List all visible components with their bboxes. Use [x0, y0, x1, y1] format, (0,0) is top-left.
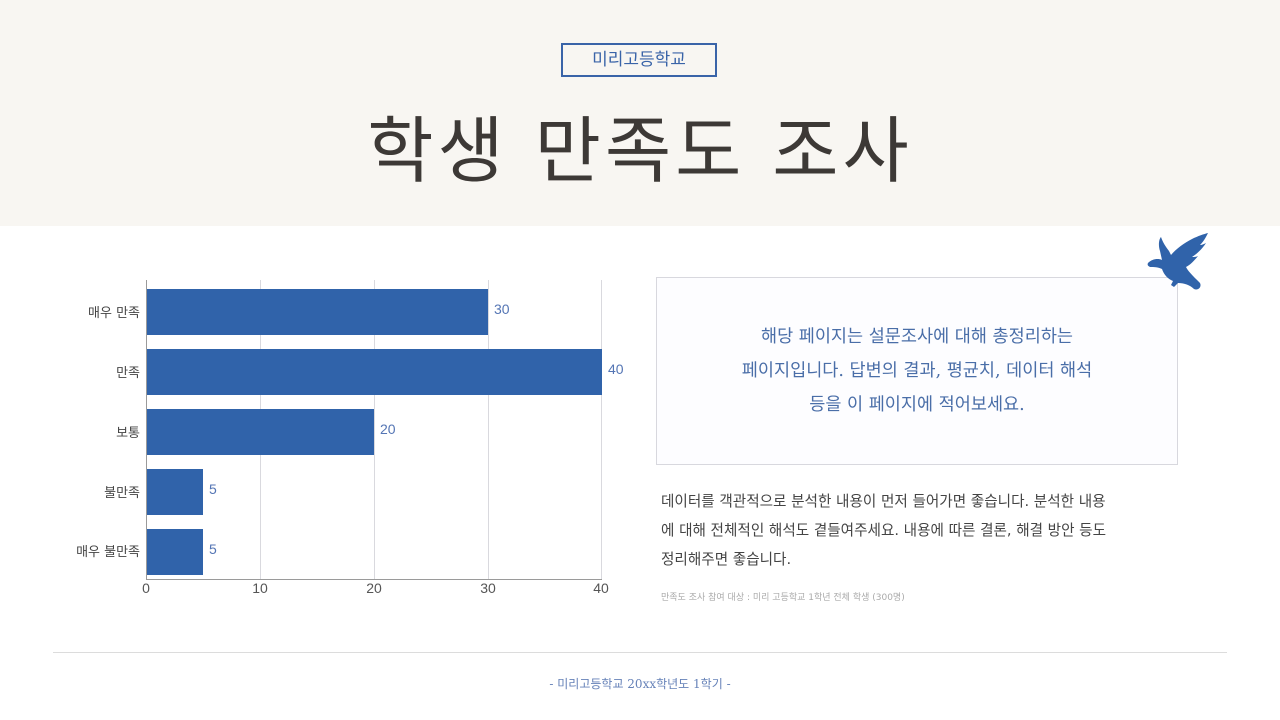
- category-label: 보통: [116, 426, 140, 441]
- analysis-line: 정리해주면 좋습니다.: [661, 551, 792, 568]
- x-tick: 20: [366, 580, 382, 596]
- x-tick: 30: [480, 580, 496, 596]
- bar-value: 20: [380, 421, 396, 437]
- gridline-30: [488, 280, 489, 580]
- category-label: 매우 불만족: [76, 545, 140, 560]
- bar-very-satisfied: [147, 289, 488, 335]
- survey-target-note: 만족도 조사 참여 대상 : 미리 고등학교 1학년 전체 학생 (300명): [661, 593, 905, 603]
- school-name-badge: 미리고등학교: [561, 43, 717, 77]
- summary-text: 해당 페이지는 설문조사에 대해 총정리하는 페이지입니다. 답변의 결과, 평…: [742, 320, 1092, 422]
- category-label: 만족: [116, 366, 140, 381]
- category-label: 매우 만족: [88, 306, 140, 321]
- satisfaction-bar-chart: 30 40 20 5 5 매우 만족 만족 보통 불만족 매우 불만족 0 10…: [0, 280, 640, 600]
- bar-value: 40: [608, 361, 624, 377]
- bar-value: 30: [494, 301, 510, 317]
- page-title: 학생 만족도 조사: [367, 109, 913, 193]
- x-tick: 10: [252, 580, 268, 596]
- bar-value: 5: [209, 541, 217, 557]
- bar-value: 5: [209, 481, 217, 497]
- analysis-text: 데이터를 객관적으로 분석한 내용이 먼저 들어가면 좋습니다. 분석한 내용 …: [661, 487, 1181, 574]
- x-tick: 40: [593, 580, 609, 596]
- footer-text: - 미리고등학교 20xx학년도 1학기 -: [549, 677, 731, 691]
- x-tick: 0: [142, 580, 150, 596]
- gridline-40: [601, 280, 602, 580]
- footer-divider: [53, 652, 1227, 653]
- bar-very-dissatisfied: [147, 529, 203, 575]
- summary-line: 페이지입니다. 답변의 결과, 평균치, 데이터 해석: [741, 361, 1093, 381]
- bar-satisfied: [147, 349, 602, 395]
- summary-line: 등을 이 페이지에 적어보세요.: [809, 395, 1025, 415]
- analysis-line: 에 대해 전체적인 해석도 곁들여주세요. 내용에 따른 결론, 해결 방안 등…: [661, 522, 1107, 539]
- bar-neutral: [147, 409, 374, 455]
- x-axis: [146, 579, 602, 580]
- analysis-line: 데이터를 객관적으로 분석한 내용이 먼저 들어가면 좋습니다. 분석한 내용: [661, 493, 1106, 510]
- summary-line: 해당 페이지는 설문조사에 대해 총정리하는: [760, 327, 1074, 347]
- category-label: 불만족: [104, 486, 140, 501]
- gridline-20: [374, 280, 375, 580]
- summary-box: 해당 페이지는 설문조사에 대해 총정리하는 페이지입니다. 답변의 결과, 평…: [656, 277, 1178, 465]
- bird-icon: [1147, 233, 1208, 290]
- y-axis: [146, 280, 147, 580]
- bar-dissatisfied: [147, 469, 203, 515]
- header-band: 미리고등학교 학생 만족도 조사: [0, 0, 1280, 226]
